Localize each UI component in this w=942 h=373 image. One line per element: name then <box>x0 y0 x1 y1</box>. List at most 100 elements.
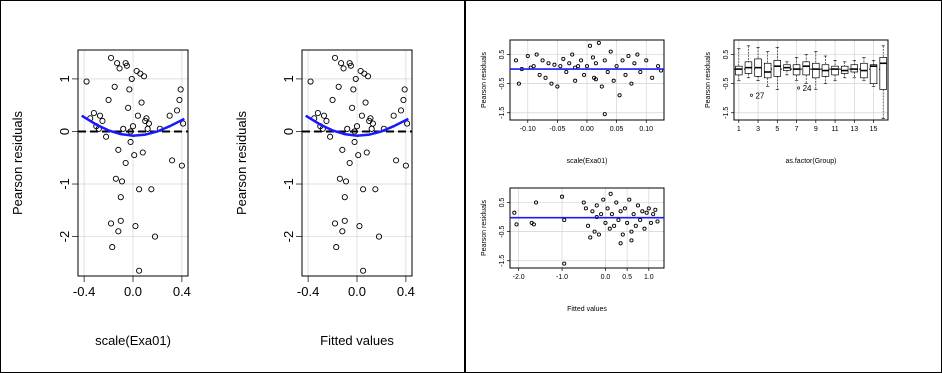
panel2-data-point <box>400 96 407 103</box>
panel1-y-tick-label: 0 <box>57 128 72 135</box>
panel5-data-point <box>629 229 634 234</box>
panel1-data-point <box>136 186 143 193</box>
panel2-y-tick-label: -1 <box>281 178 296 190</box>
panel2-data-point <box>338 60 345 67</box>
panel5-data-point <box>642 226 647 231</box>
panel2-data-point <box>350 86 357 93</box>
panel1-y-tick-label: -1 <box>57 178 72 190</box>
panel1-x-tick-label: 0.4 <box>173 284 191 299</box>
panel5-data-point <box>605 206 610 211</box>
panel5-data-point <box>627 197 632 202</box>
panel1-data-point <box>127 138 134 146</box>
panel1-data-point <box>180 120 187 127</box>
panel5-data-point <box>646 206 651 211</box>
panel4-x-tick-label: 11 <box>831 126 838 133</box>
panel4-x-tick-label: 15 <box>870 126 878 133</box>
panel5-data-point <box>586 223 591 228</box>
panel2-data-point <box>372 186 379 193</box>
panel5-plot-frame <box>509 187 665 269</box>
panel3-data-point <box>564 69 569 75</box>
panel1-x-tick-label: -0.4 <box>73 284 95 299</box>
panel2-data-point <box>375 233 383 240</box>
panel3-x-tick-label: -0.10 <box>520 126 536 133</box>
panel3-data-point <box>587 43 593 48</box>
panel1-data-point <box>112 175 119 182</box>
panel1-y-tick-label: 1 <box>57 75 72 82</box>
panel1-data-point <box>144 125 151 132</box>
panel3-data-point <box>635 52 640 57</box>
panel5-data-point <box>655 219 660 224</box>
panel1-data-point <box>173 107 181 114</box>
panel3-x-tick-label: 0.00 <box>580 126 594 133</box>
panel5-data-point <box>562 217 567 223</box>
panel5-data-point <box>618 209 623 214</box>
panel3-x-tick-label: 0.05 <box>610 126 624 133</box>
panel2-data-point <box>356 223 363 230</box>
panel4-x-tick-label: 13 <box>850 126 858 133</box>
panel3-data-point <box>650 75 655 80</box>
panel5-data-point <box>592 229 597 234</box>
panel5-data-point <box>601 197 606 202</box>
panel5-data-point <box>648 220 654 225</box>
panel2-data-point <box>364 73 372 80</box>
panel1-data-point <box>127 128 134 135</box>
panel4-x-axis-label: as.factor(Group) <box>786 158 837 165</box>
panel3-data-point <box>620 58 625 63</box>
panel-divider <box>464 0 466 373</box>
panel2-data-point <box>401 86 408 93</box>
panel1-data-point <box>125 104 132 111</box>
panel2-data-point <box>363 149 370 156</box>
panel4-y-axis-label: Pearson residuals <box>705 51 712 108</box>
panel5-x-axis-label: Fitted values <box>567 306 607 313</box>
panel1-data-point <box>105 96 112 103</box>
panel1-data-point <box>107 220 115 227</box>
panel1-x-axis-label: scale(Exa01) <box>95 333 171 348</box>
panel4-outlier-point <box>749 93 753 97</box>
panel2-data-point <box>331 220 339 227</box>
panel3-data-point <box>602 58 607 63</box>
panel2-data-point <box>344 125 351 132</box>
panel3-data-point <box>623 72 628 77</box>
panel4-box <box>763 62 772 79</box>
panel1-data-point <box>169 157 176 164</box>
panel3-data-point <box>581 72 587 77</box>
panel5-data-point <box>581 200 586 205</box>
panel3-data-point <box>579 58 584 63</box>
panel2-data-point <box>307 78 314 85</box>
panel2-y-tick-label: 0 <box>281 128 296 135</box>
panel3-data-point <box>516 81 521 86</box>
panel2-data-point <box>355 152 362 159</box>
panel2-data-point <box>393 157 400 164</box>
panel3-data-point <box>599 84 604 89</box>
panel1-data-point <box>129 123 137 130</box>
panel1-data-point <box>133 67 140 75</box>
panel4-x-tick-label: 3 <box>756 126 760 133</box>
panel4-box <box>869 64 878 84</box>
panel2-data-point <box>336 175 343 182</box>
panel5-data-point <box>629 238 634 243</box>
panel1-data-point <box>132 223 139 230</box>
panel1-data-point <box>137 70 144 77</box>
panel1-data-point <box>139 149 146 156</box>
panel2-data-point <box>368 125 375 132</box>
panel2-data-point <box>390 112 397 119</box>
panel3-data-point <box>537 72 542 77</box>
panel2-data-point <box>351 138 358 146</box>
panel4-outlier-label: 24 <box>803 84 812 93</box>
panel2-data-point <box>358 112 365 119</box>
panel3-data-point <box>656 64 661 69</box>
panel2-data-point <box>339 228 346 235</box>
panel3-y-tick-label: -1.5 <box>499 107 506 119</box>
panel1-y-axis-label: Pearson residuals <box>10 110 25 215</box>
panel4-box <box>735 65 743 76</box>
panel3-y-axis-label: Pearson residuals <box>481 51 488 108</box>
panel3-data-point <box>570 52 575 57</box>
panel5-data-point <box>651 212 656 217</box>
panel2-x-tick-label: 0.4 <box>397 284 415 299</box>
panel3-data-point <box>626 53 631 59</box>
panel4-y-tick-label: 0.5 <box>723 50 730 60</box>
panel3-data-point <box>596 40 601 45</box>
panel2-data-point <box>329 96 336 103</box>
panel2-data-point <box>357 67 364 75</box>
panel2-data-point <box>361 70 368 77</box>
